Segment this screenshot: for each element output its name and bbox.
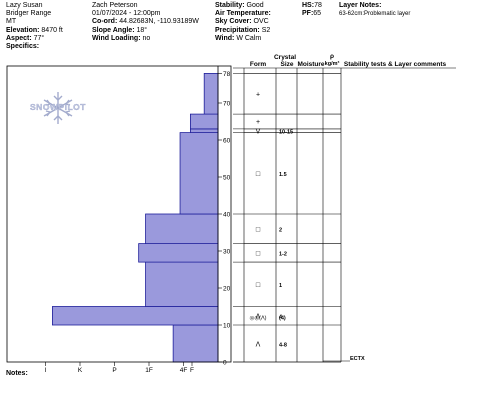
wind-loading-value: no xyxy=(142,34,151,42)
crystal-size: 4-8 xyxy=(279,343,287,349)
crystal-size: 10-15 xyxy=(279,129,293,135)
height-tick-label: 78 xyxy=(223,71,231,78)
crystal-form-symbol: Λ xyxy=(256,313,261,320)
location-state: MT xyxy=(6,18,17,26)
location-info: Lazy Susan Bridger Range MT Elevation: 8… xyxy=(6,2,63,51)
layer-notes-label: Layer Notes: xyxy=(339,2,382,9)
hardness-tick-label: 1F xyxy=(145,367,153,372)
pf-row: PF:65 xyxy=(302,10,322,18)
hardness-tick-label: F xyxy=(190,367,194,372)
location-range: Bridger Range xyxy=(6,10,52,18)
hardness-bars xyxy=(52,73,219,363)
crystal-form-symbol: □ xyxy=(256,171,261,178)
notes-label: Notes: xyxy=(6,370,28,377)
conditions-info: Stability: Good Air Temperature: Sky Cov… xyxy=(215,2,271,43)
slope-row: Slope Angle: 18° xyxy=(92,26,148,34)
hs-row: HS:78 xyxy=(302,2,322,9)
crystal-size: 1.5 xyxy=(279,172,287,178)
observation-datetime: 01/07/2024 - 12:00pm xyxy=(92,10,161,18)
crystal-size: 4 xyxy=(279,314,283,320)
wind-row: Wind: W Calm xyxy=(215,34,262,42)
aspect-row: Aspect: 77° xyxy=(6,34,45,42)
stability-tests-header: Stability tests & Layer comments xyxy=(344,61,447,68)
height-tick-label: 70 xyxy=(223,101,231,108)
hardness-bar xyxy=(172,324,219,363)
crystal-size: (4) xyxy=(279,315,286,321)
crystal-header: Crystal xyxy=(274,54,296,61)
snowpilot-wordmark: SNOWPILOT xyxy=(30,102,86,112)
elevation-row: Elevation: 8470 ft xyxy=(6,26,63,34)
stability-row: Stability: Good xyxy=(215,2,264,9)
precip-value: S2 xyxy=(261,26,271,34)
aspect-value: 77° xyxy=(33,34,45,42)
height-tick-label: 40 xyxy=(223,212,231,219)
hardness-tick-label: 4F xyxy=(180,367,188,372)
observer-name: Zach Peterson xyxy=(92,2,138,9)
form-header: Form xyxy=(250,61,266,68)
hardness-bar xyxy=(145,261,219,307)
coord-value: 44.82683N, -110.93189W xyxy=(119,18,199,26)
wind-value: W Calm xyxy=(236,34,262,42)
hardness-chart-frame xyxy=(6,65,232,363)
crystal-form-symbol: V xyxy=(256,128,261,135)
hardness-tick-label: K xyxy=(78,367,83,372)
hardness-axis: I K P 1F 4F F xyxy=(45,362,194,372)
size-header: Size xyxy=(280,61,293,68)
specifics-row: Specifics: xyxy=(6,43,40,51)
wind-loading-row: Wind Loading: no xyxy=(92,34,151,42)
height-tick-label: 20 xyxy=(223,286,231,293)
coord-row: Co-ord: 44.82683N, -110.93189W xyxy=(92,18,199,26)
observer-info: Zach Peterson 01/07/2024 - 12:00pm Co-or… xyxy=(92,2,199,43)
stability-test-label: ECTX xyxy=(350,356,365,362)
crystal-form-symbol: □ xyxy=(256,250,261,257)
moisture-header: Moisture xyxy=(297,61,324,68)
snowpilot-logo: SNOWPILOT xyxy=(30,92,86,124)
sky-row: Sky Cover: OVC xyxy=(215,18,269,26)
hardness-bar xyxy=(52,306,219,326)
height-tick-label: 10 xyxy=(223,323,231,330)
crystal-size: 2 xyxy=(279,227,282,233)
height-axis: 0 10 20 30 40 50 60 70 78 xyxy=(217,66,231,367)
slope-value: 18° xyxy=(136,26,148,34)
air-temp-row: Air Temperature: xyxy=(215,10,271,18)
crystal-form-symbol: □ xyxy=(256,282,261,289)
crystal-form-symbol: + xyxy=(256,119,260,126)
location-name: Lazy Susan xyxy=(6,2,43,9)
crystal-form-symbol: ◎◎(Λ) xyxy=(250,315,267,321)
crystal-size: 1 xyxy=(279,283,282,289)
sky-value: OVC xyxy=(253,18,269,26)
snowflake-icon xyxy=(43,92,73,124)
crystal-form-symbol: Λ xyxy=(256,342,261,349)
hs-value: 78 xyxy=(314,2,322,9)
layer-notes: Layer Notes: 63-62cm:Problematic layer xyxy=(339,2,410,18)
hardness-bar xyxy=(203,73,219,115)
hardness-bar xyxy=(179,132,219,215)
crystal-form-symbol: □ xyxy=(256,226,261,233)
precip-row: Precipitation: S2 xyxy=(215,26,271,34)
stability-value: Good xyxy=(246,2,264,9)
height-tick-label: 50 xyxy=(223,175,231,182)
hardness-bar xyxy=(145,213,219,245)
layer-note-item: 63-62cm:Problematic layer xyxy=(339,11,411,18)
hardness-bar xyxy=(189,113,219,130)
density-unit: kg/m³ xyxy=(325,60,340,67)
height-tick-label: 30 xyxy=(223,249,231,256)
crystal-size: 1-2 xyxy=(279,251,287,257)
hardness-tick-label: I xyxy=(45,367,47,372)
hardness-bar xyxy=(138,243,219,263)
crystal-form-symbol: + xyxy=(256,91,260,98)
density-symbol: ρ xyxy=(330,53,334,60)
snow-depth-info: HS:78 PF:65 xyxy=(302,2,322,18)
snow-pit-chart: SNOWPILOT 0 10 20 30 40 50 60 70 78 I K P 1F 4F F Cry… xyxy=(6,53,456,372)
elevation-value: 8470 ft xyxy=(41,26,63,34)
pf-value: 65 xyxy=(313,10,322,18)
hardness-bar xyxy=(189,128,219,133)
height-tick-label: 60 xyxy=(223,138,231,145)
layer-table xyxy=(233,67,456,363)
layer-rows: + + V 10-15 □ 1.5 □ 2 □ 1-2 □ 1 Λ 4 ◎◎(Λ) (4) Λ 4-8 ECTX xyxy=(233,73,365,363)
height-tick-label: 0 xyxy=(223,360,227,367)
hardness-tick-label: P xyxy=(112,367,116,372)
